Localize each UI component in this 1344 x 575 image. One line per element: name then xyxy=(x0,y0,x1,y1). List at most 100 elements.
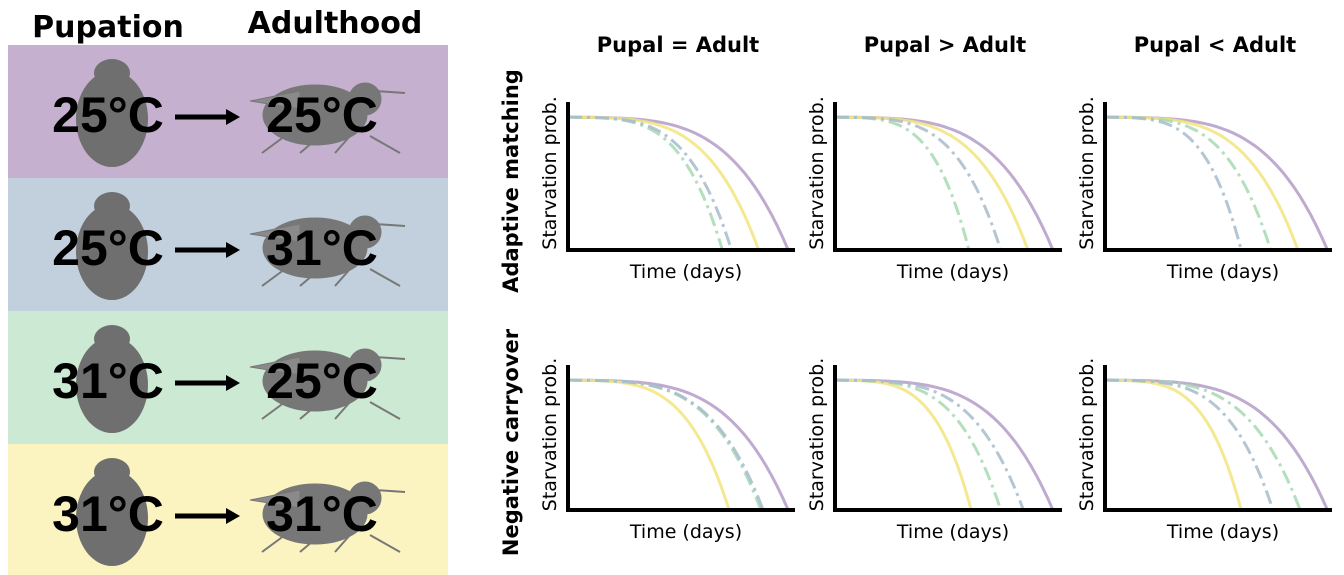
curve-panel: Starvation prob. Time (days) xyxy=(1076,358,1332,543)
survival-curve xyxy=(567,115,733,251)
fly-leg xyxy=(369,268,401,287)
survival-curve xyxy=(834,378,973,511)
axes xyxy=(833,102,1062,252)
fly-leg xyxy=(261,534,286,553)
x-axis-label: Time (days) xyxy=(1166,261,1279,283)
curve-panel: Starvation prob. Time (days) xyxy=(806,96,1062,283)
curve-panel: Starvation prob. Time (days) xyxy=(539,96,795,283)
axes xyxy=(833,365,1062,512)
fly-antenna xyxy=(374,223,406,227)
treatment-row: 31°C 31°C xyxy=(52,458,406,566)
pupa-head xyxy=(94,59,130,87)
survival-curve xyxy=(1104,115,1300,251)
axes xyxy=(566,102,795,252)
x-axis-label: Time (days) xyxy=(629,521,742,543)
fly xyxy=(249,348,406,420)
row-title: Adaptive matching xyxy=(499,69,523,293)
arrow-head xyxy=(226,508,240,524)
fly-leg xyxy=(334,534,351,553)
pupal-temp: 31°C xyxy=(52,486,164,542)
adult-temp: 25°C xyxy=(266,353,378,409)
fly-leg xyxy=(299,534,321,553)
treatment-row: 31°C 25°C xyxy=(52,325,406,433)
survival-curve xyxy=(567,115,790,251)
curve-panel: Starvation prob. Time (days) xyxy=(539,358,795,543)
survival-curve xyxy=(834,115,1030,251)
y-axis-label: Starvation prob. xyxy=(539,358,561,511)
fly-wing xyxy=(249,489,301,509)
pupa-head xyxy=(94,458,130,486)
fly xyxy=(249,481,406,553)
column-title: Pupal < Adult xyxy=(1134,33,1296,57)
arrow-head xyxy=(226,375,240,391)
fly-head xyxy=(348,481,382,515)
survival-curve xyxy=(1104,378,1243,511)
y-axis-label: Starvation prob. xyxy=(1076,358,1098,511)
header: Adulthood xyxy=(248,6,423,41)
curve-panel: Starvation prob. Time (days) xyxy=(1076,96,1332,283)
pupal-temp: 25°C xyxy=(52,87,164,143)
fly-leg xyxy=(261,401,286,420)
x-axis-label: Time (days) xyxy=(1166,521,1279,543)
survival-curve xyxy=(567,115,761,251)
fly-leg xyxy=(261,268,286,287)
pupa xyxy=(76,71,148,167)
adult-temp: 31°C xyxy=(266,220,378,276)
curve-panel: Starvation prob. Time (days) xyxy=(806,358,1062,543)
survival-curve xyxy=(834,378,1055,511)
fly-leg xyxy=(299,401,321,420)
fly-leg xyxy=(369,534,401,553)
adult-temp: 25°C xyxy=(266,87,378,143)
fly xyxy=(249,215,406,287)
fly-leg xyxy=(334,268,351,287)
arrow-head xyxy=(226,109,240,125)
pupa-head xyxy=(94,325,130,353)
fly-leg xyxy=(299,135,321,154)
fly-leg xyxy=(299,268,321,287)
adult-temp: 31°C xyxy=(266,486,378,542)
survival-curve xyxy=(567,378,731,511)
survival-curve xyxy=(834,378,1025,511)
fly-antenna xyxy=(374,90,406,94)
fly-antenna xyxy=(374,356,406,360)
survival-curve xyxy=(567,378,765,511)
fly-leg xyxy=(334,401,351,420)
pupal-temp: 25°C xyxy=(52,220,164,276)
survival-curve xyxy=(1104,115,1243,251)
x-axis-label: Time (days) xyxy=(896,521,1009,543)
axes xyxy=(566,365,795,512)
survival-curve xyxy=(1104,378,1302,511)
pupa xyxy=(76,204,148,300)
treatment-rows: 25°C 25°C 25°C 31°C 31°C 25°C 31°C 31°C xyxy=(52,59,406,566)
y-axis-label: Starvation prob. xyxy=(806,358,828,511)
survival-curve xyxy=(834,115,971,251)
pupal-temp: 31°C xyxy=(52,353,164,409)
pupa xyxy=(76,470,148,566)
y-axis-label: Starvation prob. xyxy=(539,96,561,249)
survival-curve xyxy=(567,115,724,251)
treatment-row: 25°C 31°C xyxy=(52,192,406,300)
fly-wing xyxy=(249,90,301,110)
fly-head xyxy=(348,215,382,249)
survival-curve xyxy=(1104,378,1329,511)
arrow-head xyxy=(226,242,240,258)
pupa xyxy=(76,337,148,433)
survival-curve xyxy=(1104,115,1329,251)
column-title: Pupal = Adult xyxy=(597,33,759,57)
fly-head xyxy=(348,82,382,116)
header: Pupation xyxy=(32,10,184,45)
fly-head xyxy=(348,348,382,382)
fly-wing xyxy=(249,223,301,243)
fly-leg xyxy=(261,135,286,154)
survival-curve xyxy=(1104,378,1275,511)
fly-antenna xyxy=(374,489,406,493)
row-title: Negative carryover xyxy=(499,328,523,556)
pupa-head xyxy=(94,192,130,220)
axes xyxy=(1103,102,1332,252)
x-axis-label: Time (days) xyxy=(629,261,742,283)
axes xyxy=(1103,365,1332,512)
treatment-row: 25°C 25°C xyxy=(52,59,406,167)
curve-grid: Pupal = Adult Pupal > Adult Pupal < Adult A… xyxy=(499,33,1332,556)
fly-leg xyxy=(334,135,351,154)
fly-leg xyxy=(369,401,401,420)
